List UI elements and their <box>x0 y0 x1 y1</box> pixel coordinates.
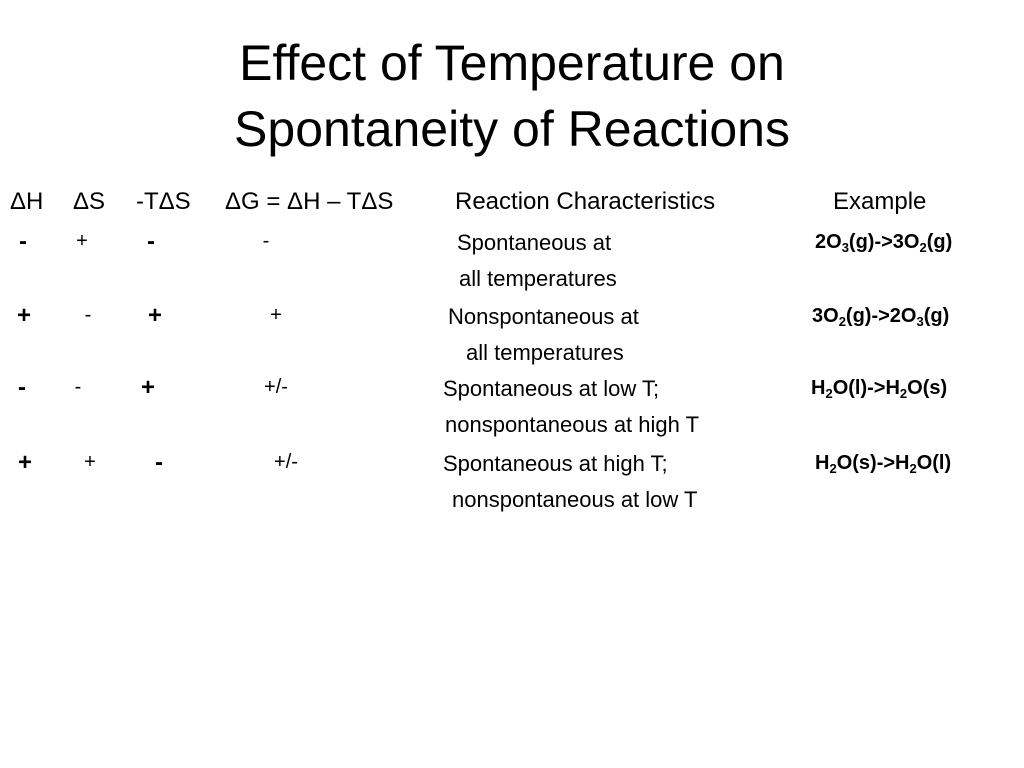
sign-cell: +/- <box>264 376 288 398</box>
characteristic-line: Spontaneous at high T; <box>443 451 668 476</box>
formula-part: H <box>815 452 830 474</box>
formula-part: 2 <box>829 461 837 476</box>
formula-part: 2 <box>899 386 908 401</box>
sign-cell: + <box>147 302 163 329</box>
characteristic-line: nonspontaneous at high T <box>445 412 700 437</box>
header-cell: -TΔS <box>136 188 191 215</box>
header-cell: Reaction Characteristics <box>455 188 716 215</box>
formula-part: (g)->3O <box>848 231 920 253</box>
formula-part: 2 <box>909 461 917 476</box>
sign-cell: - <box>74 376 82 398</box>
formula-part: 3 <box>841 240 849 255</box>
formula-part: H <box>811 377 826 399</box>
formula-part: 2 <box>825 386 833 401</box>
title-line: Effect of Temperature on <box>239 35 785 91</box>
characteristic-line: Nonspontaneous at <box>448 304 639 329</box>
formula-part: O(l) <box>916 452 952 474</box>
formula-part: 2 <box>919 240 927 255</box>
sign-cell: + <box>16 302 32 329</box>
formula-part: 3 <box>916 314 924 329</box>
formula-part: 2 <box>838 314 846 329</box>
example-formula: 2O3(g)->3O2(g) <box>815 231 952 255</box>
sign-cell: - <box>84 304 92 326</box>
formula-part: (g) <box>926 231 953 253</box>
formula-part: O(l)->H <box>832 377 900 399</box>
example-formula: H2O(l)->H2O(s) <box>811 377 947 401</box>
characteristic-line: nonspontaneous at low T <box>452 487 698 512</box>
formula-part: (g) <box>923 305 950 327</box>
sign-cell: + <box>270 304 282 326</box>
formula-part: (g)->2O <box>845 305 917 327</box>
characteristic-line: all temperatures <box>459 266 617 291</box>
characteristic-line: Spontaneous at low T; <box>443 376 660 401</box>
characteristic-line: Spontaneous at <box>457 230 612 255</box>
header-cell: ΔS <box>73 188 106 215</box>
formula-part: 2O <box>815 231 842 253</box>
example-formula: 3O2(g)->2O3(g) <box>812 305 949 329</box>
sign-cell: - <box>147 228 155 255</box>
header-cell: ΔG = ΔH – TΔS <box>225 188 394 215</box>
sign-cell: - <box>262 230 270 252</box>
sign-cell: - <box>155 449 163 476</box>
formula-part: 3O <box>812 305 839 327</box>
sign-cell: + <box>17 449 33 476</box>
sign-cell: +/- <box>274 451 298 473</box>
sign-cell: + <box>76 230 88 252</box>
header-cell: Example <box>833 188 927 215</box>
sign-cell: - <box>19 228 27 255</box>
title-line: Spontaneity of Reactions <box>234 101 790 157</box>
example-formula: H2O(s)->H2O(l) <box>815 452 951 476</box>
header-cell: ΔH <box>10 188 44 215</box>
sign-cell: + <box>140 374 156 401</box>
sign-cell: + <box>84 451 96 473</box>
characteristic-line: all temperatures <box>466 340 624 365</box>
sign-cell: - <box>18 374 26 401</box>
formula-part: O(s) <box>907 377 948 399</box>
formula-part: O(s)->H <box>836 452 910 474</box>
